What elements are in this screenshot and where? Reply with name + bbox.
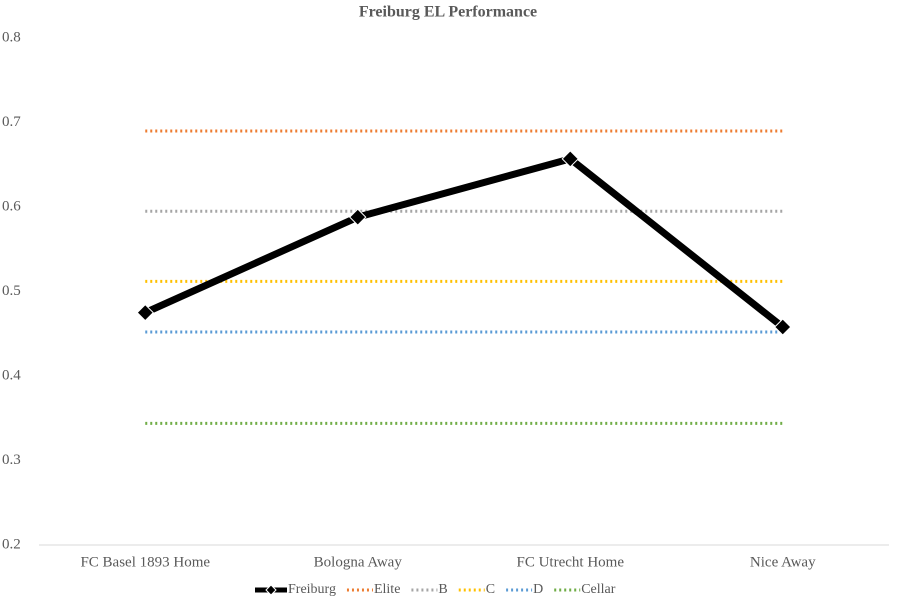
legend-label: Elite [374,582,400,597]
series-line [143,155,785,330]
y-tick-label: 0.6 [2,198,21,214]
x-tick-label: FC Utrecht Home [517,554,625,570]
legend-label: C [486,582,495,597]
legend-label: B [438,582,447,597]
point-marker [349,208,367,226]
chart-title: Freiburg EL Performance [359,4,537,21]
point-marker [136,303,154,322]
y-tick-label: 0.8 [2,29,21,45]
point-marker [561,150,579,168]
y-tick-label: 0.2 [2,536,21,552]
y-tick-label: 0.5 [2,283,21,299]
point-marker [774,318,792,336]
legend-label: Freiburg [288,582,336,597]
legend-marker [265,584,277,596]
y-tick-label: 0.3 [2,452,21,468]
legend-label: Cellar [581,582,616,597]
legend-label: D [533,582,543,597]
legend: Freiburg Elite B C D Cellar [255,582,616,597]
x-tick-label: Bologna Away [314,554,403,570]
x-tick-label: Nice Away [750,554,816,570]
y-tick-label: 0.7 [2,114,21,130]
x-tick-label: FC Basel 1893 Home [80,554,210,570]
y-tick-label: 0.4 [2,367,21,383]
